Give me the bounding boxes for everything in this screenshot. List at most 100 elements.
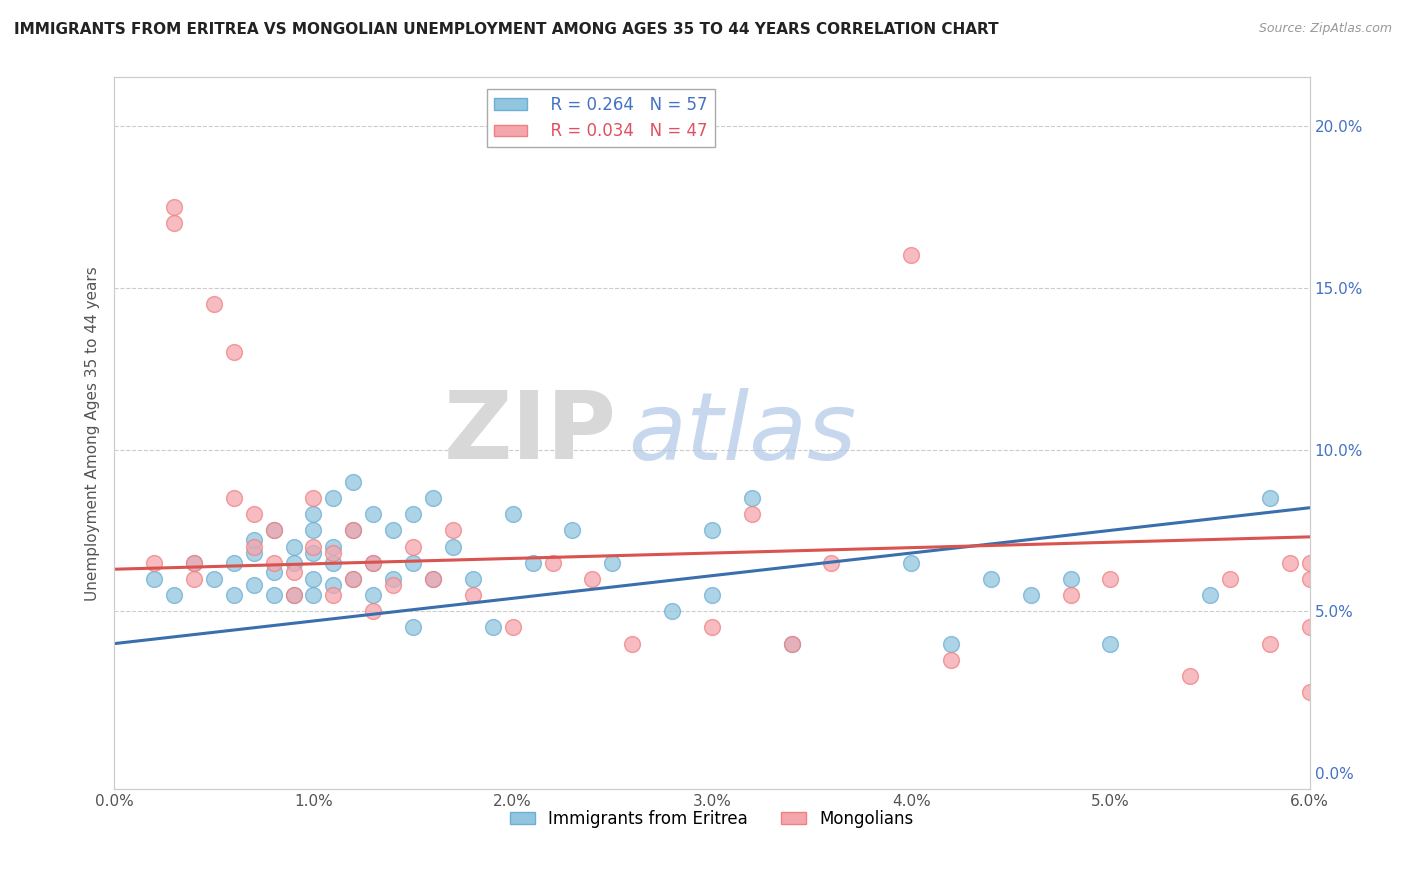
Point: [263, 556, 285, 570]
Point: [283, 556, 305, 570]
Point: [322, 546, 344, 560]
Point: [183, 572, 205, 586]
Point: [1099, 637, 1122, 651]
Point: [481, 620, 503, 634]
Point: [900, 556, 922, 570]
Point: [263, 566, 285, 580]
Point: [1199, 588, 1222, 602]
Point: [302, 572, 325, 586]
Point: [242, 546, 264, 560]
Point: [1099, 572, 1122, 586]
Point: [143, 556, 166, 570]
Point: [342, 524, 364, 538]
Point: [541, 556, 564, 570]
Point: [422, 572, 444, 586]
Text: IMMIGRANTS FROM ERITREA VS MONGOLIAN UNEMPLOYMENT AMONG AGES 35 TO 44 YEARS CORR: IMMIGRANTS FROM ERITREA VS MONGOLIAN UNE…: [14, 22, 998, 37]
Point: [1298, 572, 1320, 586]
Point: [1059, 572, 1081, 586]
Point: [242, 533, 264, 547]
Point: [183, 556, 205, 570]
Point: [322, 491, 344, 505]
Point: [163, 216, 186, 230]
Point: [461, 588, 484, 602]
Point: [402, 507, 425, 521]
Point: [342, 572, 364, 586]
Point: [1298, 620, 1320, 634]
Point: [302, 546, 325, 560]
Point: [422, 491, 444, 505]
Point: [600, 556, 623, 570]
Point: [222, 588, 245, 602]
Point: [441, 524, 464, 538]
Text: Source: ZipAtlas.com: Source: ZipAtlas.com: [1258, 22, 1392, 36]
Point: [980, 572, 1002, 586]
Point: [561, 524, 583, 538]
Point: [1258, 637, 1281, 651]
Point: [661, 604, 683, 618]
Point: [441, 540, 464, 554]
Point: [143, 572, 166, 586]
Point: [1278, 556, 1301, 570]
Point: [283, 540, 305, 554]
Point: [382, 578, 405, 592]
Point: [302, 491, 325, 505]
Point: [263, 524, 285, 538]
Point: [382, 524, 405, 538]
Point: [422, 572, 444, 586]
Point: [222, 556, 245, 570]
Point: [581, 572, 603, 586]
Point: [402, 556, 425, 570]
Point: [342, 572, 364, 586]
Y-axis label: Unemployment Among Ages 35 to 44 years: Unemployment Among Ages 35 to 44 years: [86, 266, 100, 600]
Point: [202, 572, 225, 586]
Point: [1298, 556, 1320, 570]
Point: [502, 507, 524, 521]
Point: [322, 588, 344, 602]
Text: ZIP: ZIP: [443, 387, 616, 479]
Point: [222, 345, 245, 359]
Point: [700, 620, 723, 634]
Point: [1019, 588, 1042, 602]
Point: [522, 556, 544, 570]
Point: [322, 578, 344, 592]
Point: [1298, 685, 1320, 699]
Point: [502, 620, 524, 634]
Point: [361, 556, 384, 570]
Point: [780, 637, 803, 651]
Point: [202, 297, 225, 311]
Text: atlas: atlas: [628, 388, 856, 479]
Point: [361, 507, 384, 521]
Point: [1178, 669, 1201, 683]
Point: [263, 524, 285, 538]
Point: [342, 475, 364, 489]
Point: [163, 588, 186, 602]
Point: [900, 248, 922, 262]
Point: [741, 491, 763, 505]
Legend: Immigrants from Eritrea, Mongolians: Immigrants from Eritrea, Mongolians: [503, 803, 921, 834]
Point: [382, 572, 405, 586]
Point: [1059, 588, 1081, 602]
Point: [621, 637, 644, 651]
Point: [820, 556, 842, 570]
Point: [361, 604, 384, 618]
Point: [402, 620, 425, 634]
Point: [263, 588, 285, 602]
Point: [939, 637, 962, 651]
Point: [461, 572, 484, 586]
Point: [700, 588, 723, 602]
Point: [242, 540, 264, 554]
Point: [402, 540, 425, 554]
Point: [361, 556, 384, 570]
Point: [302, 507, 325, 521]
Point: [342, 524, 364, 538]
Point: [361, 588, 384, 602]
Point: [242, 578, 264, 592]
Point: [283, 588, 305, 602]
Point: [302, 524, 325, 538]
Point: [222, 491, 245, 505]
Point: [163, 200, 186, 214]
Point: [741, 507, 763, 521]
Point: [1258, 491, 1281, 505]
Point: [780, 637, 803, 651]
Point: [302, 540, 325, 554]
